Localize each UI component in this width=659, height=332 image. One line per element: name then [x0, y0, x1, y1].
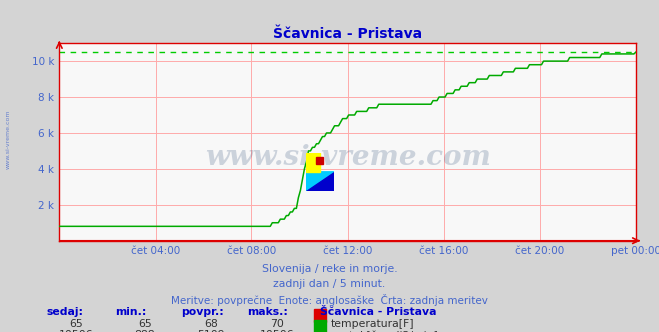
Bar: [314, 309, 326, 322]
Text: Ščavnica - Pristava: Ščavnica - Pristava: [320, 307, 436, 317]
Text: 888: 888: [134, 330, 156, 332]
Text: min.:: min.:: [115, 307, 147, 317]
Bar: [314, 320, 326, 332]
Text: 5109: 5109: [197, 330, 225, 332]
Text: 65: 65: [69, 319, 82, 329]
Polygon shape: [306, 172, 334, 191]
Text: povpr.:: povpr.:: [181, 307, 224, 317]
Text: pretok[čevelj3/min]: pretok[čevelj3/min]: [331, 330, 438, 332]
Bar: [316, 157, 323, 164]
Text: www.si-vreme.com: www.si-vreme.com: [6, 110, 11, 169]
Text: 10506: 10506: [260, 330, 294, 332]
Text: sedaj:: sedaj:: [46, 307, 83, 317]
Bar: [306, 153, 320, 172]
Text: www.si-vreme.com: www.si-vreme.com: [205, 144, 490, 171]
Text: 10506: 10506: [59, 330, 93, 332]
Title: Ščavnica - Pristava: Ščavnica - Pristava: [273, 27, 422, 41]
Text: maks.:: maks.:: [247, 307, 288, 317]
Text: 70: 70: [270, 319, 284, 329]
Polygon shape: [306, 172, 334, 191]
Text: 68: 68: [204, 319, 217, 329]
Text: zadnji dan / 5 minut.: zadnji dan / 5 minut.: [273, 279, 386, 289]
Text: 65: 65: [138, 319, 152, 329]
Text: temperatura[F]: temperatura[F]: [331, 319, 415, 329]
Text: Slovenija / reke in morje.: Slovenija / reke in morje.: [262, 264, 397, 274]
Text: Meritve: povprečne  Enote: anglosaške  Črta: zadnja meritev: Meritve: povprečne Enote: anglosaške Črt…: [171, 294, 488, 306]
